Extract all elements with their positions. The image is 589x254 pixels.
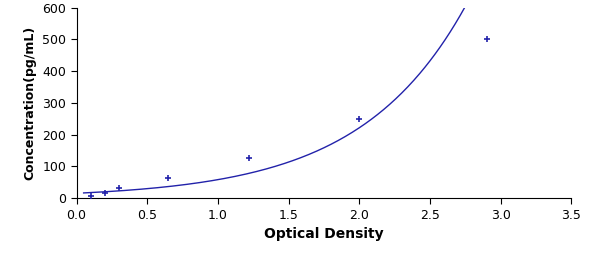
- Y-axis label: Concentration(pg/mL): Concentration(pg/mL): [24, 26, 37, 180]
- X-axis label: Optical Density: Optical Density: [264, 227, 384, 241]
